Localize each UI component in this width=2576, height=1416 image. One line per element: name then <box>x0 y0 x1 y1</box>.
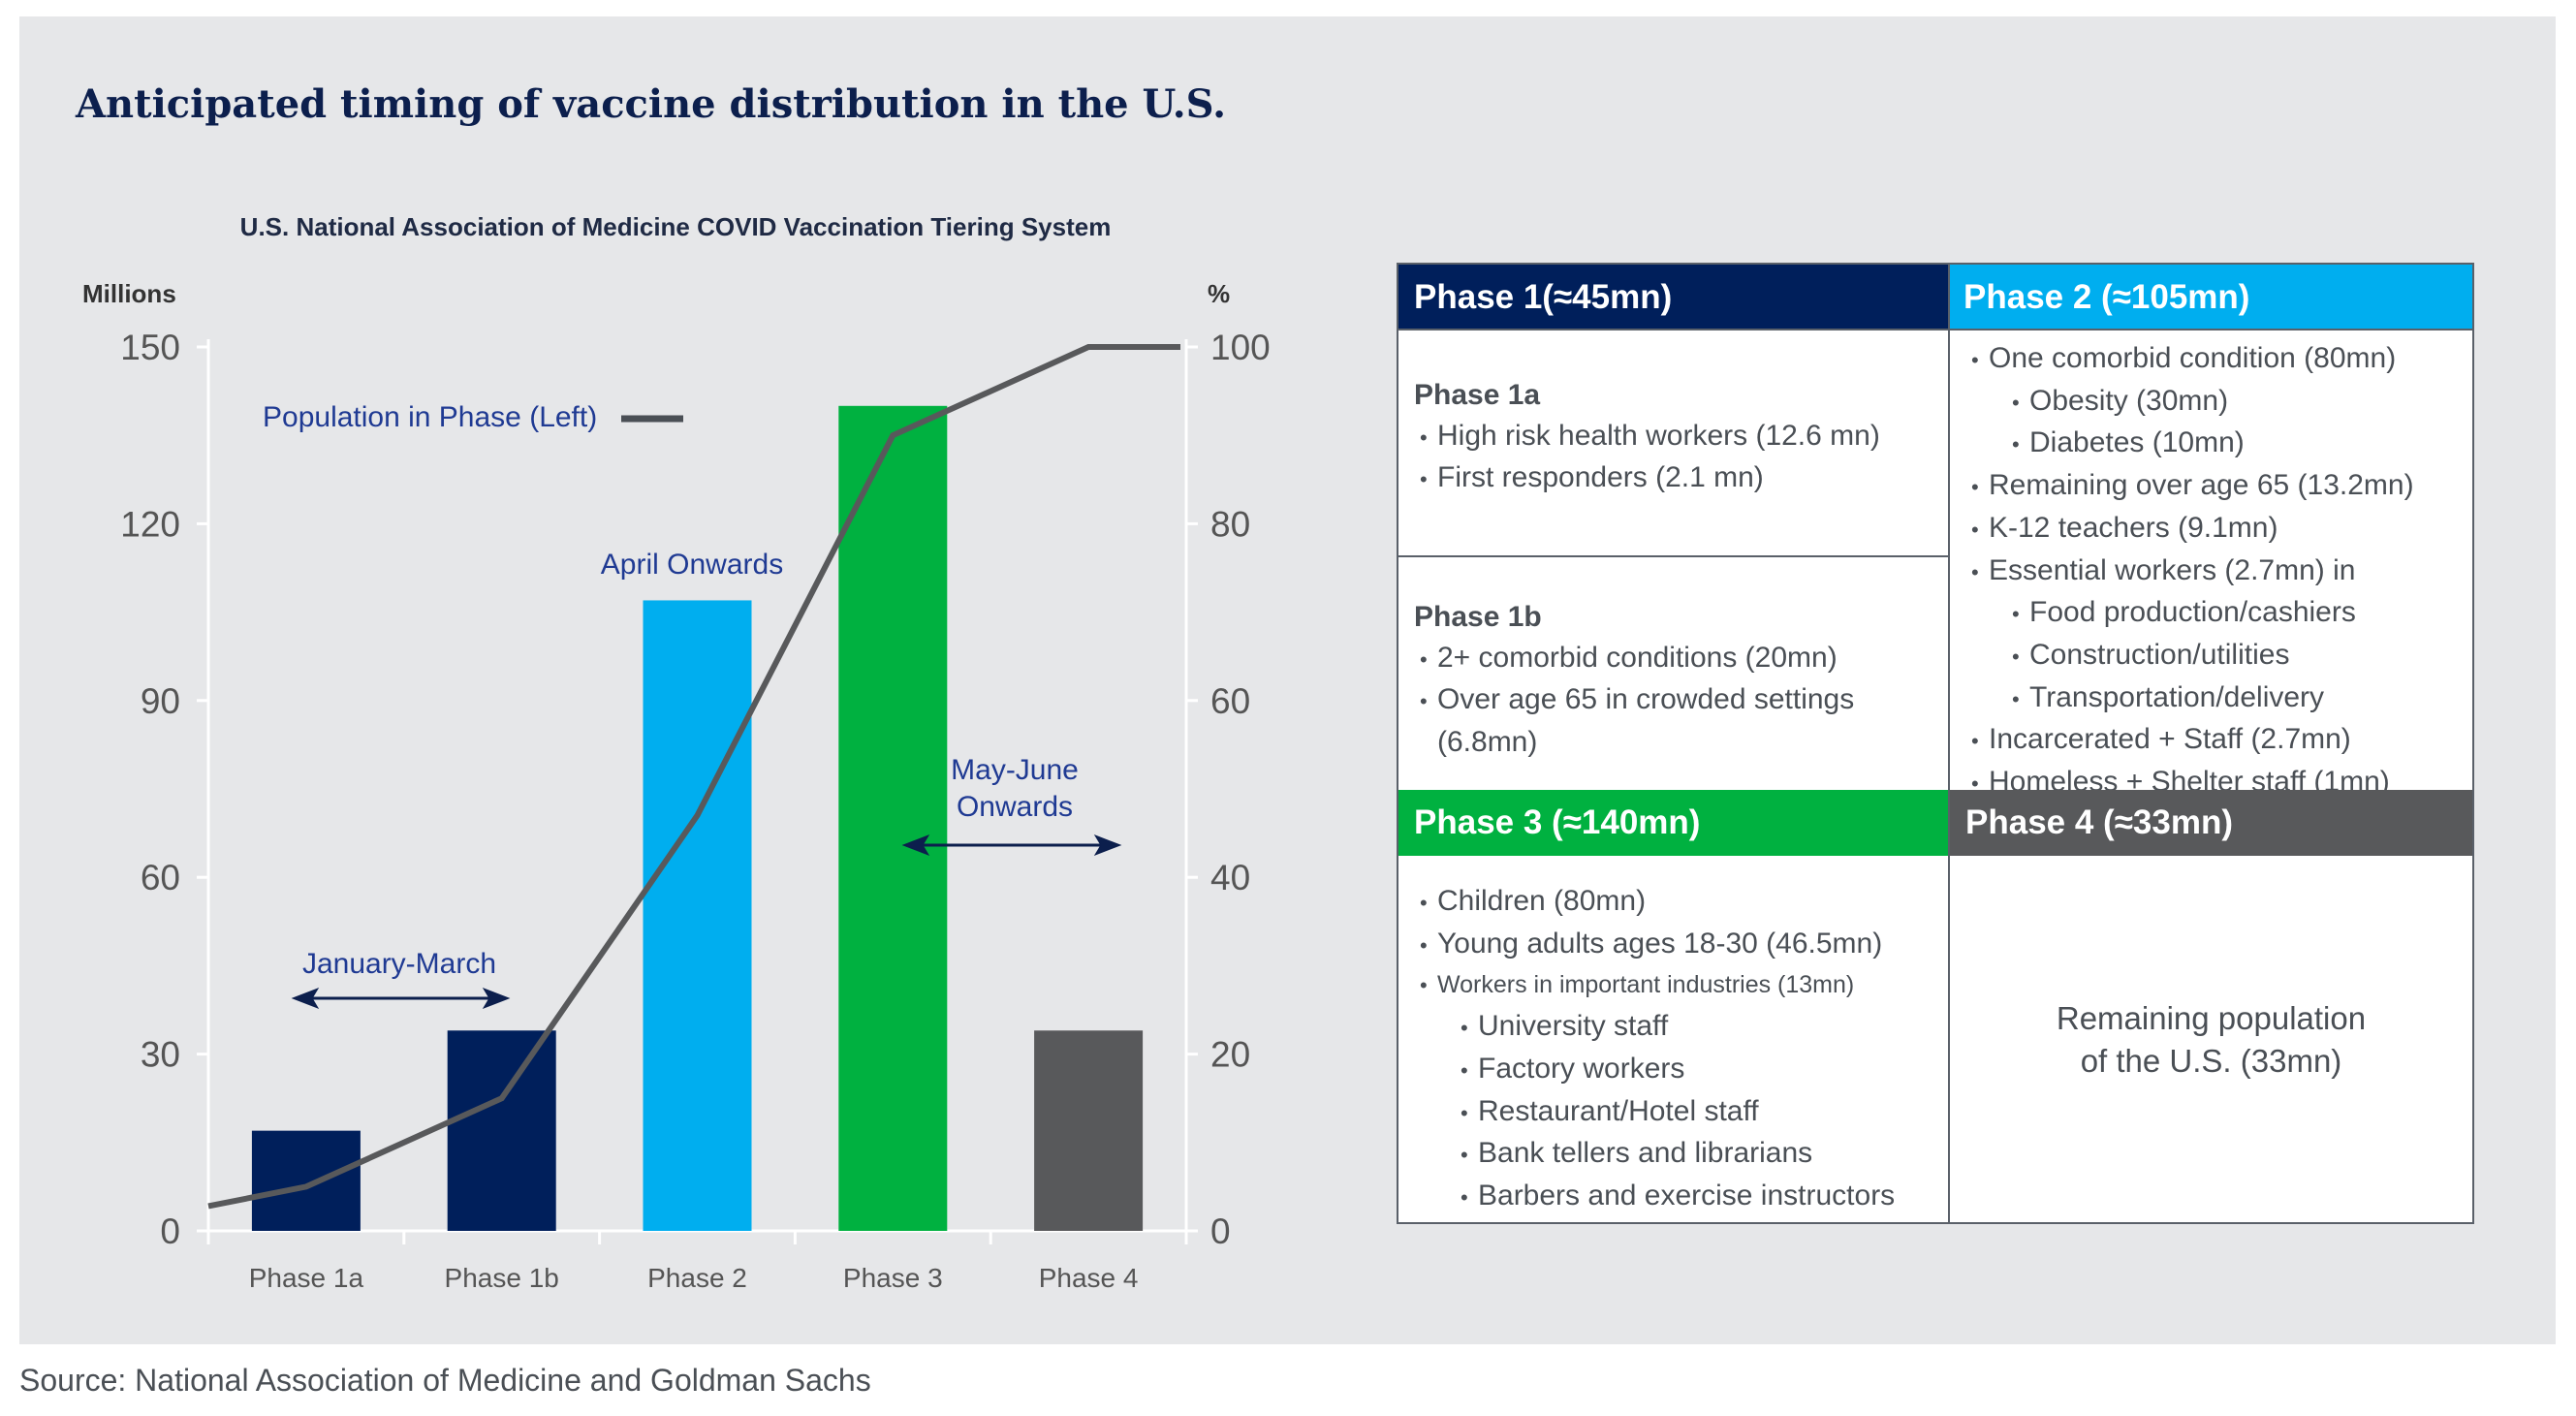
phase1b-title: Phase 1b <box>1414 601 1542 633</box>
bar-phase-1b <box>447 1030 556 1231</box>
phase2-cell: One comorbid condition (80mn)Obesity (30… <box>1950 330 2472 798</box>
bar-phase-3 <box>838 405 948 1231</box>
list-item: K-12 teachers (9.1mn) <box>1950 508 2472 551</box>
phase-table: Phase 1(≈45mn) Phase 2 (≈105mn) Phase 1a… <box>1397 263 2474 1224</box>
list-item: Children (80mn) <box>1398 881 1948 924</box>
right-tick-label: 100 <box>1210 328 1271 367</box>
double-arrow-may-june <box>901 834 1122 856</box>
annotation-jan-march: January-March <box>302 948 496 980</box>
phase1a-cell: Phase 1a High risk health workers (12.6 … <box>1398 330 1948 555</box>
category-label: Phase 1b <box>445 1263 559 1293</box>
list-item: Bank tellers and librarians <box>1398 1133 1948 1176</box>
list-item: University staff <box>1398 1006 1948 1049</box>
list-item: Factory workers <box>1398 1049 1948 1091</box>
list-item: First responders (2.1 mn) <box>1398 457 1948 500</box>
phase2-header: Phase 2 (≈105mn) <box>1948 265 2472 330</box>
phase3-header: Phase 3 (≈140mn) <box>1398 790 1948 856</box>
list-item: Food production/cashiers <box>1950 592 2472 635</box>
list-item: Incarcerated + Staff (2.7mn) <box>1950 719 2472 762</box>
left-tick-label: 150 <box>120 328 180 367</box>
bar-phase-4 <box>1034 1030 1144 1231</box>
list-item: Barbers and exercise instructors <box>1398 1176 1948 1218</box>
list-item: Essential workers (2.7mn) in <box>1950 551 2472 593</box>
bar-phase-2 <box>643 600 752 1231</box>
category-label: Phase 1a <box>249 1263 364 1293</box>
page-title: Anticipated timing of vaccine distributi… <box>76 81 1227 127</box>
source-note: Source: National Association of Medicine… <box>19 1363 871 1398</box>
left-tick-label: 60 <box>141 858 180 897</box>
list-item: Diabetes (10mn) <box>1950 423 2472 465</box>
annotation-may-june: May-June <box>951 754 1079 786</box>
phase1-header: Phase 1(≈45mn) <box>1398 265 1948 330</box>
right-tick-label: 20 <box>1210 1035 1250 1075</box>
legend-label: Population in Phase (Left) <box>263 401 597 433</box>
right-axis-label: % <box>1208 279 1230 308</box>
list-item: Transportation/delivery <box>1950 677 2472 720</box>
phase1b-cell: Phase 1b 2+ comorbid conditions (20mn) O… <box>1398 557 1948 790</box>
annotation-onwards: Onwards <box>957 791 1073 823</box>
list-item: Remaining over age 65 (13.2mn) <box>1950 465 2472 508</box>
category-label: Phase 4 <box>1039 1263 1139 1293</box>
left-axis-label: Millions <box>82 279 176 308</box>
annotation-april: April Onwards <box>601 549 783 581</box>
phase1-divider <box>1398 555 1948 557</box>
list-item: High risk health workers (12.6 mn) <box>1398 416 1948 458</box>
double-arrow-jan-march <box>291 988 511 1009</box>
right-tick-label: 80 <box>1210 504 1250 544</box>
left-tick-label: 90 <box>141 681 180 721</box>
left-tick-label: 120 <box>120 504 180 544</box>
cumulative-line <box>207 344 1180 1210</box>
list-item: One comorbid condition (80mn) <box>1950 338 2472 381</box>
phase4-header: Phase 4 (≈33mn) <box>1950 790 2472 856</box>
chart-subtitle: U.S. National Association of Medicine CO… <box>239 212 1112 241</box>
column-divider <box>1948 265 1950 1222</box>
phase4-text-line1: Remaining population <box>2056 1000 2367 1036</box>
phase4-cell: Remaining population of the U.S. (33mn) <box>1950 856 2472 1222</box>
list-item: Obesity (30mn) <box>1950 381 2472 424</box>
phase4-text-line2: of the U.S. (33mn) <box>2080 1043 2342 1079</box>
category-label: Phase 2 <box>647 1263 747 1293</box>
bar-phase-1a <box>251 1130 361 1231</box>
right-tick-label: 60 <box>1210 681 1250 721</box>
left-tick-label: 0 <box>160 1211 180 1251</box>
phase3-cell: Children (80mn)Young adults ages 18-30 (… <box>1398 856 1948 1222</box>
left-tick-label: 30 <box>141 1035 180 1075</box>
list-item: Young adults ages 18-30 (46.5mn) <box>1398 924 1948 966</box>
phase1a-title: Phase 1a <box>1414 379 1541 411</box>
list-item: Construction/utilities <box>1950 635 2472 677</box>
list-item: Restaurant/Hotel staff <box>1398 1091 1948 1134</box>
list-item: Workers in important industries (13mn) <box>1398 965 1948 1006</box>
combo-chart: 0 30 60 90 120 150 0 20 40 60 80 100 Phase 1a Phase 1… <box>82 279 1271 1293</box>
list-item: Over age 65 in crowded settings <box>1398 679 1948 722</box>
category-label: Phase 3 <box>843 1263 943 1293</box>
right-tick-label: 40 <box>1210 858 1250 897</box>
right-tick-label: 0 <box>1210 1211 1231 1251</box>
row-divider <box>1398 329 2472 330</box>
list-item: 2+ comorbid conditions (20mn) <box>1398 638 1948 680</box>
list-item-continuation: (6.8mn) <box>1437 726 1538 759</box>
